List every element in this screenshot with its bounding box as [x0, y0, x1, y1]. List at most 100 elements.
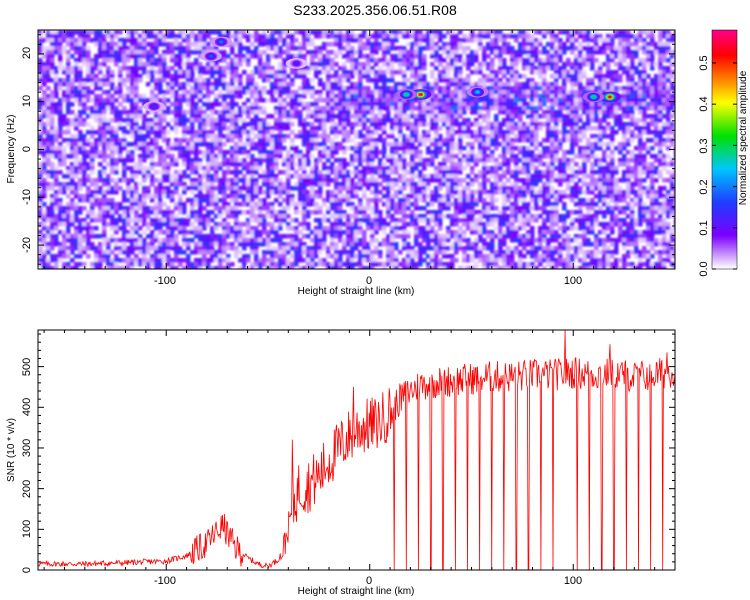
heatmap-cell	[438, 118, 443, 123]
heatmap-cell	[270, 138, 275, 143]
heatmap-cell	[342, 150, 347, 155]
heatmap-cell	[238, 138, 243, 143]
heatmap-cell	[86, 186, 91, 191]
heatmap-cell	[66, 66, 71, 71]
heatmap-cell	[462, 90, 467, 95]
heatmap-cell	[174, 102, 179, 107]
heatmap-cell	[446, 82, 451, 87]
heatmap-cell	[162, 230, 167, 235]
heatmap-cell	[106, 258, 111, 263]
heatmap-cell	[242, 90, 247, 95]
heatmap-cell	[206, 242, 211, 247]
heatmap-cell	[462, 94, 467, 99]
heatmap-cell	[54, 262, 59, 267]
heatmap-cell	[390, 246, 395, 251]
heatmap-cell	[422, 178, 427, 183]
heatmap-cell	[346, 90, 351, 95]
heatmap-cell	[442, 118, 447, 123]
heatmap-cell	[102, 106, 107, 111]
heatmap-cell	[298, 114, 303, 119]
heatmap-cell	[158, 198, 163, 203]
heatmap-cell	[94, 130, 99, 135]
heatmap-cell	[358, 66, 363, 71]
heatmap-cell	[130, 46, 135, 51]
heatmap-cell	[66, 42, 71, 47]
heatmap-cell	[318, 94, 323, 99]
heatmap-cell	[346, 266, 351, 269]
heatmap-cell	[166, 194, 171, 199]
heatmap-cell	[334, 142, 339, 147]
heatmap-cell	[262, 218, 267, 223]
heatmap-cell	[466, 126, 471, 131]
heatmap-cell	[462, 38, 467, 43]
heatmap-cell	[406, 178, 411, 183]
heatmap-cell	[114, 242, 119, 247]
heatmap-cell	[358, 262, 363, 267]
heatmap-cell	[66, 118, 71, 123]
heatmap-cell	[74, 70, 79, 75]
heatmap-cell	[294, 202, 299, 207]
heatmap-cell	[94, 246, 99, 251]
heatmap-cell	[454, 154, 459, 159]
heatmap-cell	[214, 198, 219, 203]
heatmap-cell	[206, 178, 211, 183]
heatmap-cell	[122, 106, 127, 111]
heatmap-cell	[98, 258, 103, 263]
heatmap-cell	[406, 102, 411, 107]
heatmap-cell	[362, 214, 367, 219]
heatmap-cell	[414, 66, 419, 71]
heatmap-cell	[254, 82, 259, 87]
heatmap-cell	[246, 82, 251, 87]
heatmap-cell	[190, 170, 195, 175]
heatmap-cell	[462, 166, 467, 171]
heatmap-cell	[70, 146, 75, 151]
heatmap-cell	[310, 174, 315, 179]
heatmap-cell	[158, 178, 163, 183]
heatmap-cell	[466, 194, 471, 199]
heatmap-cell	[434, 58, 439, 63]
heatmap-cell	[250, 226, 255, 231]
heatmap-cell	[222, 182, 227, 187]
heatmap-cell	[82, 194, 87, 199]
heatmap-cell	[226, 262, 231, 267]
heatmap-cell	[290, 202, 295, 207]
heatmap-cell	[358, 146, 363, 151]
heatmap-cell	[466, 142, 471, 147]
heatmap-cell	[314, 182, 319, 187]
heatmap-cell	[62, 154, 67, 159]
heatmap-cell	[142, 186, 147, 191]
heatmap-cell	[74, 50, 79, 55]
heatmap-cell	[222, 134, 227, 139]
heatmap-cell	[130, 122, 135, 127]
heatmap-cell	[378, 58, 383, 63]
heatmap-cell	[250, 170, 255, 175]
heatmap-cell	[86, 114, 91, 119]
heatmap-cell	[182, 46, 187, 51]
heatmap-cell	[118, 178, 123, 183]
heatmap-cell	[166, 186, 171, 191]
heatmap-cell	[374, 118, 379, 123]
heatmap-cell	[238, 158, 243, 163]
heatmap-cell	[274, 46, 279, 51]
heatmap-cell	[150, 46, 155, 51]
heatmap-cell	[342, 98, 347, 103]
heatmap-cell	[366, 162, 371, 167]
heatmap-cell	[366, 150, 371, 155]
heatmap-cell	[226, 86, 231, 91]
heatmap-cell	[418, 218, 423, 223]
heatmap-cell	[46, 162, 51, 167]
heatmap-cell	[174, 78, 179, 83]
heatmap-cell	[74, 166, 79, 171]
heatmap-cell	[174, 54, 179, 59]
heatmap-cell	[150, 198, 155, 203]
heatmap-cell	[66, 98, 71, 103]
heatmap-cell	[306, 102, 311, 107]
heatmap-cell	[414, 262, 419, 267]
heatmap-cell	[466, 82, 471, 87]
heatmap-cell	[430, 70, 435, 75]
heatmap-cell	[322, 202, 327, 207]
heatmap-cell	[310, 202, 315, 207]
heatmap-cell	[370, 242, 375, 247]
heatmap-cell	[314, 74, 319, 79]
heatmap-cell	[286, 186, 291, 191]
